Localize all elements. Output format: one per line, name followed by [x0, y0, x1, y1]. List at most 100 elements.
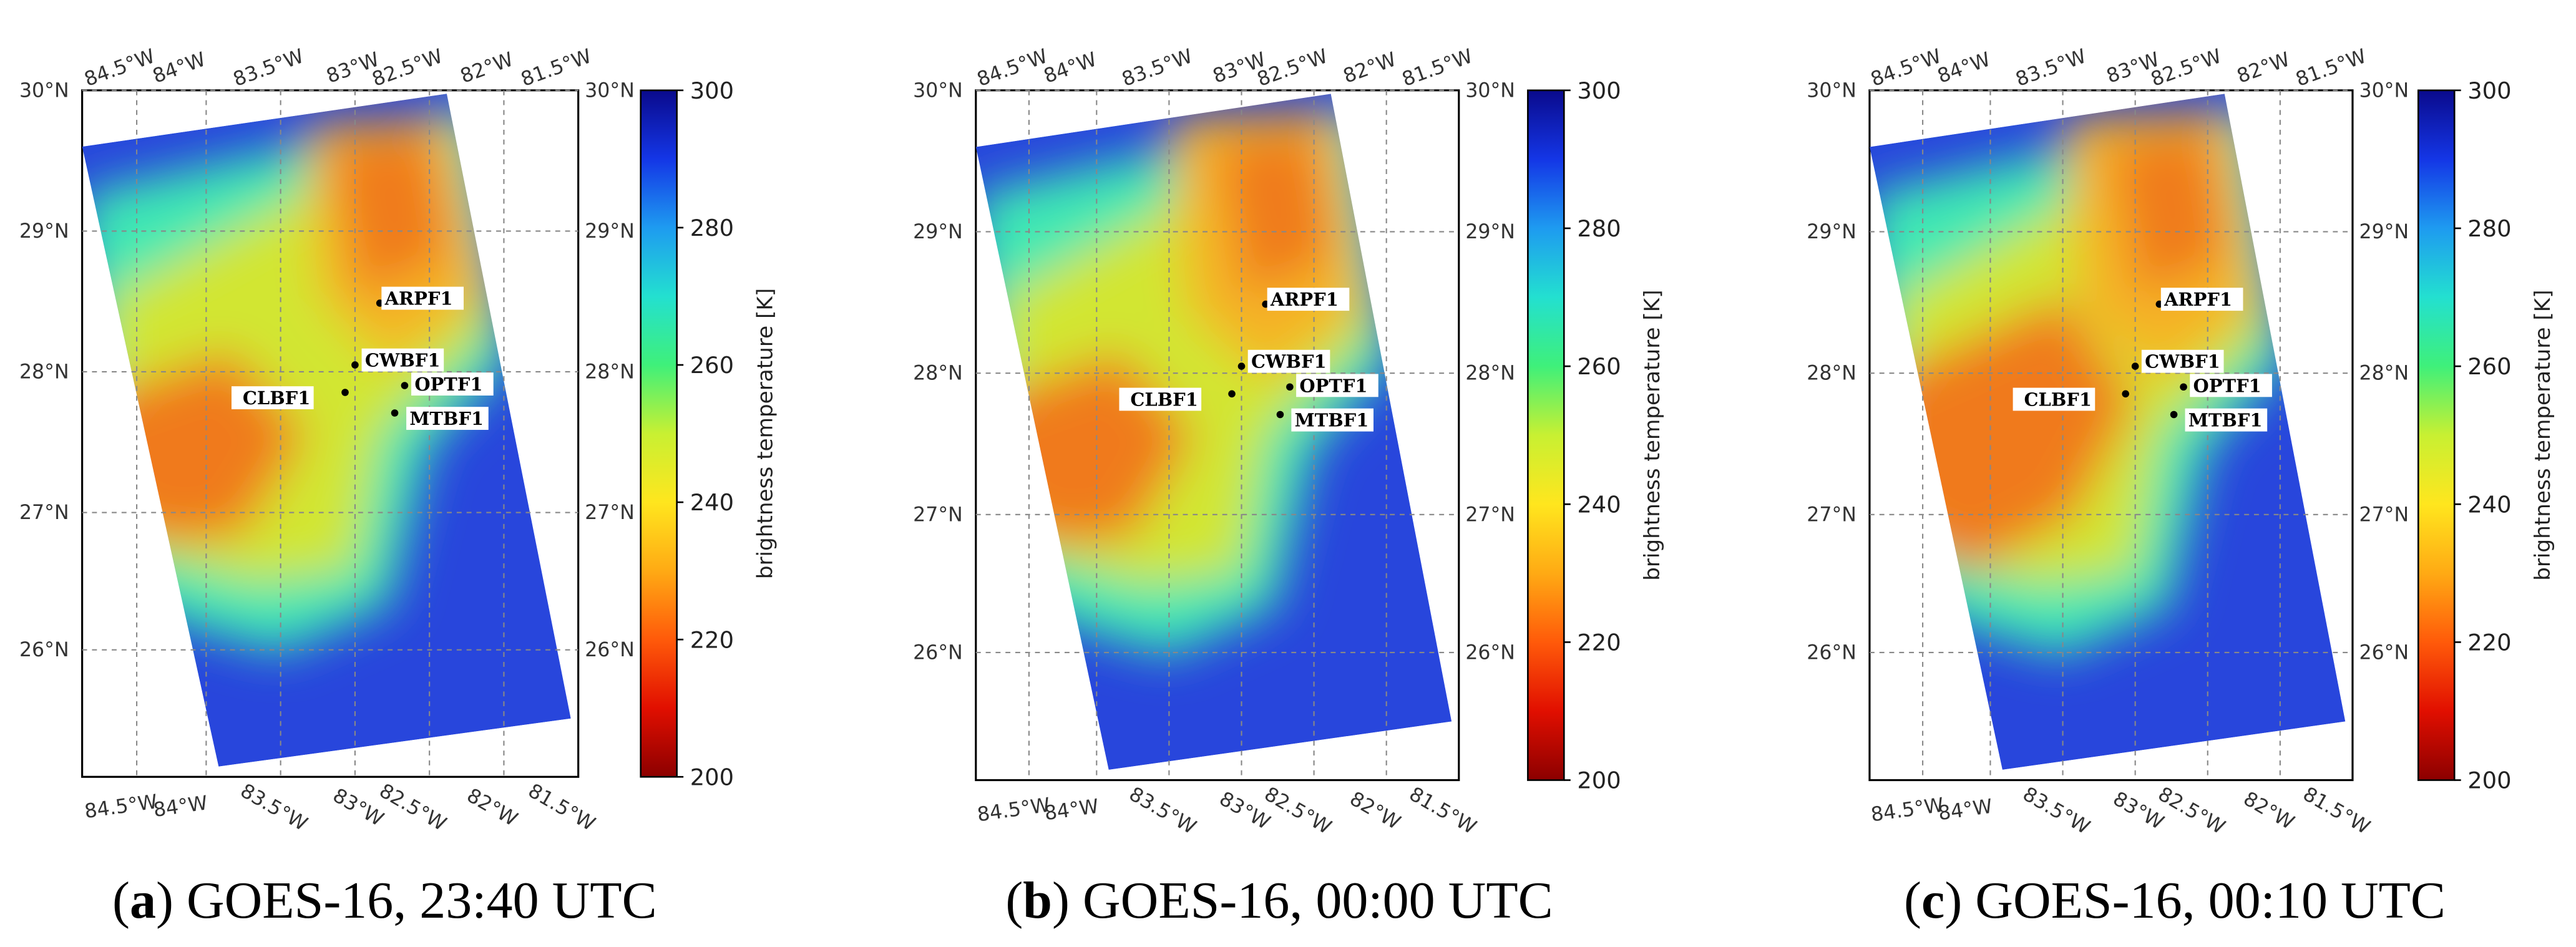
- station-marker: [2180, 383, 2187, 391]
- colorbar-tick-label: 200: [690, 764, 734, 790]
- colorbar-tick-label: 200: [1577, 767, 1621, 794]
- station-marker: [1228, 390, 1236, 398]
- longitude-label-bottom: 83°W: [329, 784, 388, 831]
- colorbar-tick-label: 200: [2467, 767, 2511, 794]
- colorbar-tick-label: 220: [690, 626, 734, 653]
- longitude-label-top: 83.5°W: [230, 45, 307, 91]
- station-label-box: [2185, 408, 2268, 432]
- colorbar-tick-label: 240: [2467, 491, 2511, 518]
- station-marker: [1276, 410, 1284, 419]
- station-marker: [1286, 383, 1294, 391]
- latitude-label-left: 26°N: [1807, 641, 1856, 664]
- latitude-label-right: 26°N: [585, 639, 635, 661]
- station-label: ARPF1: [384, 288, 453, 309]
- station-marker: [341, 389, 349, 396]
- station-label: ARPF1: [1270, 289, 1339, 310]
- station-label-box: [1291, 408, 1374, 432]
- colorbar: [640, 89, 678, 778]
- station-label: OPTF1: [2193, 375, 2261, 396]
- colorbar-tick-label: 300: [690, 77, 734, 104]
- latitude-label-left: 29°N: [913, 221, 963, 243]
- colorbar-tick-label: 260: [2467, 353, 2511, 380]
- longitude-label-top: 81.5°W: [2293, 45, 2369, 91]
- station-marker: [351, 361, 359, 369]
- station-label-box: [381, 286, 464, 310]
- longitude-label-bottom: 81.5°W: [2299, 783, 2374, 839]
- longitude-label-bottom: 83.5°W: [237, 780, 311, 836]
- station-label-box: [2141, 349, 2224, 373]
- longitude-label-bottom: 84.5°W: [1870, 794, 1945, 827]
- longitude-label-top: 81.5°W: [1399, 45, 1476, 91]
- longitude-label-top: 84.5°W: [82, 45, 159, 91]
- caption-b: (b) GOES-16, 00:00 UTC: [1005, 872, 1553, 930]
- latitude-label-right: 28°N: [2359, 362, 2409, 385]
- latitude-label-left: 30°N: [19, 79, 69, 102]
- caption-a-text: GOES-16, 23:40 UTC: [186, 872, 657, 930]
- longitude-label-bottom: 84.5°W: [83, 790, 159, 823]
- colorbar-tick-label: 280: [1577, 215, 1621, 242]
- longitude-label-top: 82.5°W: [369, 45, 446, 91]
- station-label-box: [2012, 387, 2095, 411]
- latitude-label-right: 26°N: [1465, 641, 1515, 664]
- station-label: OPTF1: [1299, 375, 1367, 396]
- longitude-label-top: 84.5°W: [1868, 45, 1944, 91]
- swath-imagery: [1869, 94, 2346, 770]
- latitude-label-left: 28°N: [913, 362, 963, 385]
- station-marker: [2131, 362, 2139, 370]
- colorbar-tick-label: 260: [690, 352, 734, 379]
- station-label-box: [406, 407, 489, 430]
- latitude-label-left: 26°N: [913, 641, 963, 664]
- panel-c: 30°N 30°N 29°N 29°N 28°N 28°N 27°N 27°N 26°N 26°N…: [1807, 45, 2555, 839]
- caption-a: (a) GOES-16, 23:40 UTC: [112, 872, 657, 930]
- latitude-label-right: 30°N: [585, 79, 635, 102]
- figure-scaled-group: 30°N 30°N 29°N 29°N 28°N 28°N 27°N 27°N 26°N 26°N…: [19, 45, 2555, 839]
- longitude-label-top: 83.5°W: [1119, 45, 1196, 91]
- longitude-label-top: 82°W: [457, 48, 516, 88]
- latitude-label-right: 29°N: [1465, 221, 1515, 243]
- longitude-label-top: 82.5°W: [2148, 45, 2225, 91]
- cold-cloud-core-north: [2110, 132, 2227, 298]
- station-marker: [401, 382, 409, 389]
- caption-b-text: GOES-16, 00:00 UTC: [1083, 872, 1553, 930]
- station-label-box: [1247, 349, 1330, 373]
- colorbar: [2417, 89, 2456, 781]
- station-label: CWBF1: [2145, 351, 2220, 372]
- caption-b-letter: b: [1023, 872, 1053, 930]
- colorbar-tick-label: 260: [1577, 353, 1621, 380]
- longitude-label-top: 82°W: [1340, 48, 1399, 88]
- longitude-label-bottom: 81.5°W: [524, 780, 599, 836]
- cloud-field: [1869, 104, 2285, 656]
- station-marker: [2170, 410, 2178, 419]
- longitude-label-bottom: 84.5°W: [976, 794, 1051, 827]
- longitude-label-bottom: 83.5°W: [2019, 783, 2094, 839]
- latitude-label-left: 28°N: [1807, 362, 1856, 385]
- station-label: MTBF1: [1295, 410, 1369, 431]
- longitude-label-top: 84°W: [1041, 48, 1100, 88]
- latitude-label-left: 29°N: [19, 220, 69, 243]
- longitude-label-top: 84°W: [150, 48, 208, 88]
- longitude-label-bottom: 81.5°W: [1405, 783, 1480, 839]
- colorbar-tick-label: 240: [690, 489, 734, 516]
- longitude-label-top: 82°W: [2234, 48, 2293, 88]
- latitude-label-left: 28°N: [19, 361, 69, 384]
- colorbar: [1527, 89, 1565, 781]
- longitude-label-top: 81.5°W: [518, 45, 595, 91]
- caption-c-letter: c: [1921, 872, 1945, 930]
- panel-b: 30°N 30°N 29°N 29°N 28°N 28°N 27°N 27°N 26°N 26°N…: [913, 45, 1665, 839]
- colorbar-tick-label: 300: [2467, 77, 2511, 104]
- caption-c-text: GOES-16, 00:10 UTC: [1975, 872, 2446, 930]
- longitude-label-bottom: 82°W: [2240, 787, 2298, 834]
- station-label-box: [1267, 288, 1350, 311]
- colorbar-tick-label: 300: [1577, 77, 1621, 104]
- latitude-label-left: 30°N: [913, 79, 963, 102]
- latitude-label-left: 26°N: [19, 639, 69, 661]
- station-label: MTBF1: [2188, 410, 2263, 431]
- station-label-box: [361, 348, 444, 372]
- caption-c: (c) GOES-16, 00:10 UTC: [1904, 872, 2446, 930]
- longitude-label-top: 82.5°W: [1254, 45, 1331, 91]
- station-label: MTBF1: [409, 408, 484, 429]
- colorbar-tick-label: 220: [1577, 629, 1621, 656]
- station-marker: [2122, 390, 2129, 398]
- station-label-box: [1119, 387, 1202, 411]
- colorbar-tick-label: 220: [2467, 629, 2511, 656]
